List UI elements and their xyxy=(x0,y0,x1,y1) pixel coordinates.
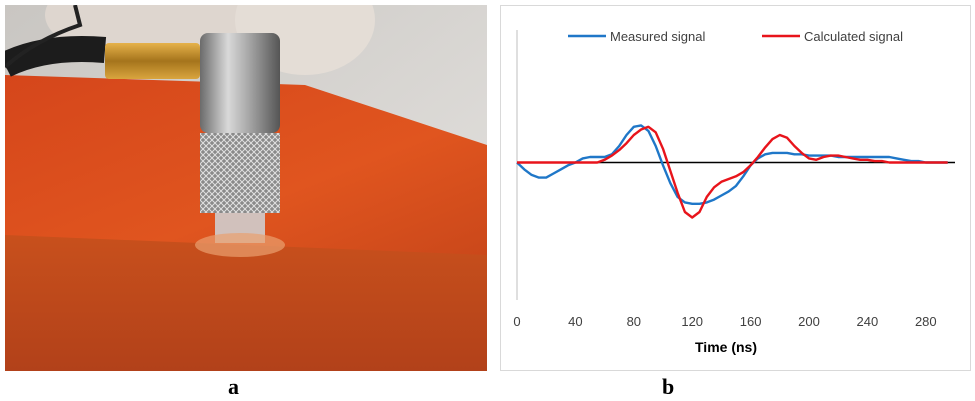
series-layer xyxy=(516,124,948,219)
probe-photo xyxy=(5,5,487,371)
x-tick-label: 280 xyxy=(915,314,937,329)
x-tick-labels: 0 40 80 120 160 200 240 280 xyxy=(513,314,936,329)
x-tick-label: 40 xyxy=(568,314,582,329)
chart-legend: Measured signal Calculated signal xyxy=(568,29,903,44)
x-tick-label: 80 xyxy=(627,314,641,329)
legend-label: Calculated signal xyxy=(804,29,903,44)
legend-label: Measured signal xyxy=(610,29,705,44)
x-axis-title: Time (ns) xyxy=(695,339,757,355)
x-tick-label: 0 xyxy=(513,314,520,329)
x-tick-label: 120 xyxy=(681,314,703,329)
panel-label-a: a xyxy=(228,374,239,399)
series-line-measured xyxy=(516,124,948,206)
x-tick-label: 160 xyxy=(740,314,762,329)
series-line-calculated xyxy=(517,125,948,219)
chart-frame xyxy=(500,5,971,371)
panel-label-b: b xyxy=(662,374,675,399)
signal-chart: Measured signal Calculated signal 0 40 80 12… xyxy=(500,5,971,371)
x-tick-label: 200 xyxy=(798,314,820,329)
x-tick-label: 240 xyxy=(857,314,879,329)
